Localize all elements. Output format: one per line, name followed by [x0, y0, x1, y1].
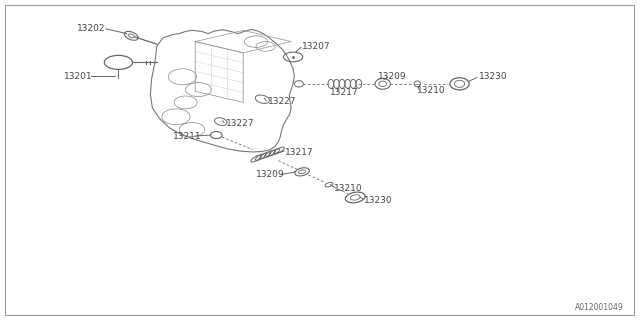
Text: 13230: 13230	[364, 196, 392, 205]
Text: 13217: 13217	[285, 148, 314, 156]
Text: 13227: 13227	[226, 119, 255, 128]
Text: 13227: 13227	[268, 97, 296, 106]
Text: 13201: 13201	[64, 72, 93, 81]
Text: 13207: 13207	[302, 42, 331, 51]
Text: 13210: 13210	[334, 184, 363, 193]
Text: 13217: 13217	[330, 88, 358, 97]
Text: A012001049: A012001049	[575, 303, 624, 312]
Text: 13209: 13209	[256, 170, 285, 179]
Text: 13211: 13211	[173, 132, 202, 140]
Text: 13210: 13210	[417, 86, 446, 95]
Text: 13202: 13202	[77, 24, 106, 33]
Text: 13209: 13209	[378, 72, 406, 81]
Text: 13230: 13230	[479, 72, 508, 81]
